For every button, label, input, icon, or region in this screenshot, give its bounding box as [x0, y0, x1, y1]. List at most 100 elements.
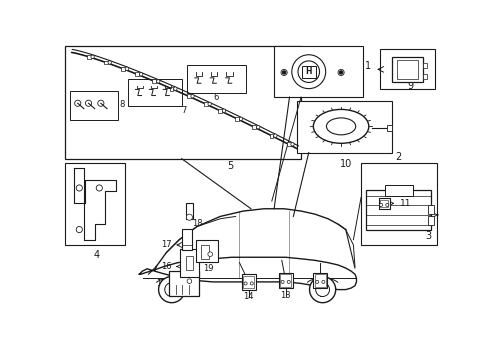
Circle shape: [187, 279, 191, 283]
Text: 6: 6: [213, 93, 219, 102]
Bar: [169, 87, 173, 91]
Circle shape: [379, 203, 382, 206]
Text: 18: 18: [191, 219, 202, 228]
Text: 9: 9: [407, 81, 413, 91]
Text: 13: 13: [280, 291, 290, 300]
Circle shape: [96, 185, 102, 191]
Bar: [152, 80, 156, 83]
Bar: [235, 117, 239, 121]
Text: 3: 3: [425, 231, 431, 241]
Bar: [313, 273, 326, 288]
Circle shape: [207, 102, 211, 106]
Bar: [396, 60, 417, 78]
Bar: [187, 65, 245, 93]
Circle shape: [186, 214, 192, 220]
Text: H: H: [305, 67, 311, 76]
Circle shape: [250, 282, 253, 285]
Circle shape: [337, 69, 344, 76]
Text: 17: 17: [161, 240, 171, 249]
Bar: [243, 276, 254, 288]
Circle shape: [309, 276, 335, 303]
Bar: [366, 190, 430, 230]
Bar: [180, 249, 198, 276]
Bar: [86, 55, 90, 59]
Circle shape: [190, 95, 194, 98]
Text: 5: 5: [226, 161, 233, 171]
Circle shape: [85, 100, 91, 106]
Circle shape: [282, 71, 285, 74]
Circle shape: [273, 134, 277, 138]
Circle shape: [315, 280, 318, 283]
Bar: [104, 60, 107, 64]
Circle shape: [164, 283, 178, 297]
Circle shape: [339, 71, 342, 74]
Circle shape: [286, 280, 290, 283]
Circle shape: [125, 67, 128, 71]
Bar: [386, 125, 391, 131]
Circle shape: [385, 203, 388, 206]
Bar: [196, 240, 218, 262]
Bar: [185, 256, 193, 270]
Bar: [297, 101, 391, 153]
Bar: [135, 72, 139, 76]
Ellipse shape: [313, 109, 368, 143]
Text: 1: 1: [364, 61, 370, 71]
Bar: [185, 203, 193, 219]
Bar: [422, 74, 426, 78]
Circle shape: [315, 283, 329, 297]
Text: 11: 11: [399, 199, 410, 208]
Bar: [70, 91, 118, 120]
Bar: [65, 163, 125, 245]
Text: 14: 14: [243, 292, 253, 301]
Circle shape: [139, 73, 142, 76]
Bar: [65, 46, 301, 159]
Circle shape: [158, 276, 184, 303]
Bar: [384, 185, 412, 195]
Circle shape: [98, 100, 104, 106]
Bar: [241, 274, 255, 289]
Bar: [286, 143, 290, 146]
Bar: [278, 273, 292, 288]
Bar: [201, 245, 208, 259]
Bar: [378, 198, 389, 209]
Circle shape: [321, 280, 324, 283]
Circle shape: [281, 280, 284, 283]
Circle shape: [239, 117, 242, 121]
Circle shape: [244, 282, 246, 285]
Circle shape: [281, 69, 286, 76]
Text: 8: 8: [119, 99, 124, 108]
Circle shape: [75, 100, 81, 106]
Bar: [301, 66, 315, 78]
Bar: [218, 109, 222, 113]
Bar: [314, 274, 325, 287]
Bar: [379, 49, 434, 89]
Circle shape: [222, 109, 225, 112]
Bar: [182, 229, 191, 250]
Bar: [127, 78, 182, 106]
Bar: [391, 57, 422, 82]
Bar: [427, 216, 433, 225]
Text: 12: 12: [314, 291, 325, 300]
Bar: [427, 205, 433, 214]
Bar: [203, 102, 207, 106]
Circle shape: [156, 80, 160, 83]
Ellipse shape: [326, 118, 355, 135]
Text: 2: 2: [395, 152, 401, 162]
Bar: [360, 163, 436, 245]
Bar: [121, 67, 124, 71]
Circle shape: [108, 61, 111, 64]
Circle shape: [256, 126, 260, 129]
Text: 16: 16: [161, 262, 171, 271]
Circle shape: [76, 226, 82, 233]
Circle shape: [173, 87, 177, 90]
Text: 19: 19: [203, 264, 213, 273]
Circle shape: [207, 252, 212, 256]
Bar: [274, 46, 362, 97]
Bar: [186, 94, 190, 98]
Text: 10: 10: [339, 159, 351, 169]
Circle shape: [91, 55, 94, 58]
Text: 4: 4: [93, 249, 99, 260]
Bar: [168, 271, 199, 296]
Bar: [280, 274, 290, 287]
Bar: [252, 125, 256, 129]
